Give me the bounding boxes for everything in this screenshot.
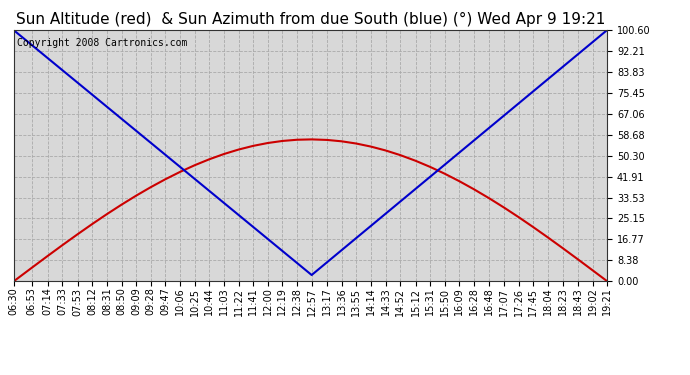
Title: Sun Altitude (red)  & Sun Azimuth from due South (blue) (°) Wed Apr 9 19:21: Sun Altitude (red) & Sun Azimuth from du… <box>16 12 605 27</box>
Text: Copyright 2008 Cartronics.com: Copyright 2008 Cartronics.com <box>17 38 187 48</box>
